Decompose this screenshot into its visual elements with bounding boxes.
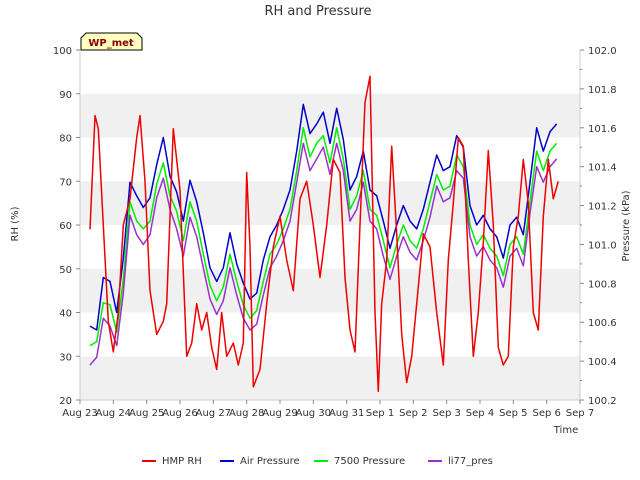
x-tick-label: Sep 7 xyxy=(566,408,594,419)
y2-tick-label: 101.8 xyxy=(588,85,617,96)
y2-axis-label: Pressure (kPa) xyxy=(621,190,632,261)
y-tick-label: 50 xyxy=(59,265,72,276)
badge-label: WP_met xyxy=(88,38,134,49)
x-tick-label: Aug 27 xyxy=(196,408,231,419)
x-tick-label: Aug 30 xyxy=(296,408,331,419)
grid-band xyxy=(80,356,580,400)
y-tick-label: 100 xyxy=(53,46,72,57)
series-line-air-pressure xyxy=(89,103,558,331)
legend-label: 7500 Pressure xyxy=(334,456,405,467)
x-tick-label: Aug 24 xyxy=(96,408,131,419)
x-tick-label: Sep 6 xyxy=(532,408,560,419)
x-tick-label: Aug 29 xyxy=(262,408,297,419)
chart-title: RH and Pressure xyxy=(264,4,371,19)
series-line-7500-pressure xyxy=(89,127,558,347)
series-line-hmp-rh xyxy=(89,75,560,393)
y-tick-label: 60 xyxy=(59,221,72,232)
y2-tick-label: 100.6 xyxy=(588,318,617,329)
x-tick-label: Aug 28 xyxy=(229,408,264,419)
x-axis-label: Time xyxy=(553,425,578,436)
y2-tick-label: 101.4 xyxy=(588,163,617,174)
y-tick-label: 20 xyxy=(59,396,72,407)
grid-band xyxy=(80,268,580,313)
y2-tick-label: 101.2 xyxy=(588,202,617,213)
legend-label: li77_pres xyxy=(448,456,493,467)
x-tick-label: Aug 23 xyxy=(62,408,97,419)
legend-label: HMP RH xyxy=(162,456,202,467)
right-y-ticks: 100.2 100.4 100.6 100.8 101.0 101.2 101.4 101.6… xyxy=(580,46,617,407)
y2-tick-label: 101.0 xyxy=(588,240,617,251)
grid-band xyxy=(80,50,580,94)
x-tick-label: Aug 26 xyxy=(162,408,197,419)
grid-band xyxy=(80,93,580,138)
y2-tick-label: 102.0 xyxy=(588,46,617,57)
series-layer xyxy=(89,75,560,393)
y-axis-label: RH (%) xyxy=(10,206,21,241)
x-tick-label: Aug 25 xyxy=(129,408,164,419)
legend-label: Air Pressure xyxy=(240,456,300,467)
y-tick-label: 80 xyxy=(59,134,72,145)
y2-tick-label: 100.2 xyxy=(588,396,617,407)
y-tick-label: 70 xyxy=(59,177,72,188)
y-tick-label: 30 xyxy=(59,352,72,363)
left-y-ticks: 20 30 40 50 60 70 80 90 100 xyxy=(53,46,80,407)
x-tick-label: Sep 2 xyxy=(399,408,427,419)
grid-bands xyxy=(80,50,580,400)
y2-tick-label: 101.6 xyxy=(588,124,617,135)
y2-tick-label: 100.8 xyxy=(588,279,617,290)
grid-band xyxy=(80,225,580,269)
series-line-li77-pres xyxy=(89,142,558,366)
legend: HMP RH Air Pressure 7500 Pressure li77_pres xyxy=(142,456,493,467)
x-tick-label: Sep 4 xyxy=(466,408,494,419)
wp-met-badge: WP_met xyxy=(80,32,143,51)
x-tick-label: Sep 3 xyxy=(432,408,460,419)
x-tick-label: Sep 1 xyxy=(366,408,394,419)
x-tick-label: Sep 5 xyxy=(499,408,527,419)
y2-tick-label: 100.4 xyxy=(588,357,617,368)
x-tick-label: Aug 31 xyxy=(329,408,364,419)
y-tick-label: 90 xyxy=(59,90,72,101)
y-tick-label: 40 xyxy=(59,309,72,320)
